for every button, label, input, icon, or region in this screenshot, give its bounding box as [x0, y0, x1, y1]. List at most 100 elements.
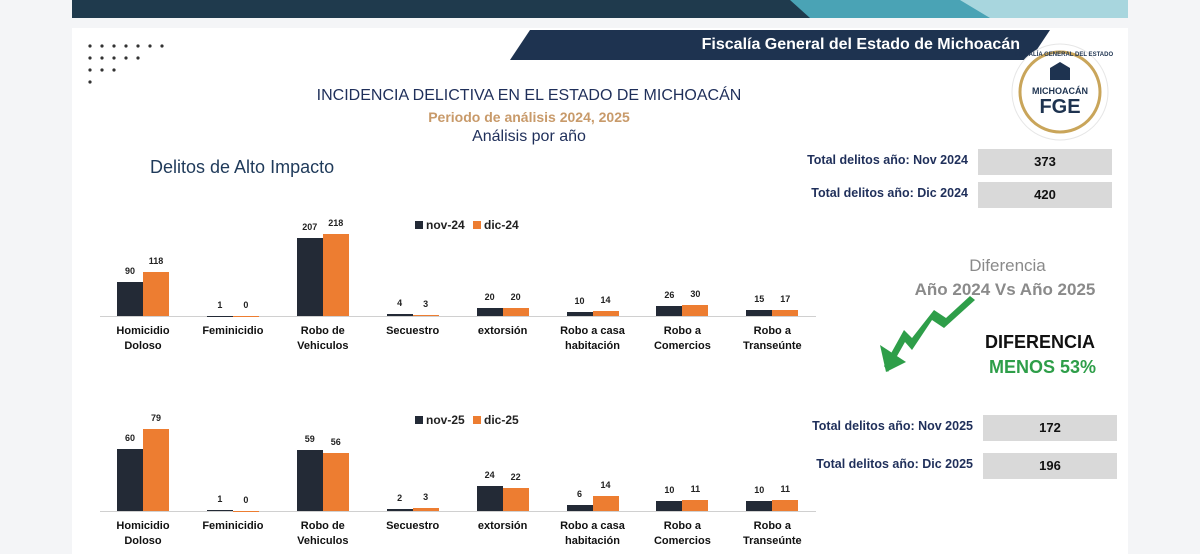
bar — [386, 508, 413, 511]
x-tick-label: Robo a casa habitación — [560, 520, 625, 547]
value-label: 3 — [423, 491, 429, 502]
bar — [412, 507, 439, 511]
total-value: 196 — [983, 453, 1117, 479]
bar — [682, 304, 709, 316]
axis-line — [100, 316, 816, 317]
period: Periodo de análisis 2024, 2025 — [428, 109, 630, 125]
value-label: 26 — [664, 290, 675, 301]
bar — [117, 282, 143, 316]
value-label: 30 — [690, 288, 701, 299]
bar — [566, 312, 593, 316]
logo-ring: FISCALÍA GENERAL DEL ESTADO — [1015, 52, 1114, 58]
x-tick-label: Robo a Comercios — [653, 520, 711, 547]
value-label: 79 — [150, 413, 161, 423]
bar — [772, 309, 799, 316]
bar — [206, 315, 233, 317]
bar — [592, 496, 619, 511]
legend-label: dic-25 — [484, 413, 519, 427]
value-label: 1 — [217, 299, 223, 310]
bar — [386, 314, 413, 316]
legend-swatch — [473, 416, 481, 424]
x-tick-label: Secuestro — [386, 325, 440, 337]
logo-state: MICHOACÁN — [1032, 86, 1088, 96]
value-label: 14 — [600, 480, 611, 491]
value-label: 24 — [484, 470, 495, 481]
total-value: 420 — [978, 182, 1112, 208]
value-label: 14 — [600, 294, 611, 305]
value-label: 1 — [217, 493, 223, 504]
value-label: 2 — [397, 492, 403, 503]
bar — [746, 310, 773, 316]
legend-swatch — [473, 221, 481, 229]
legend-label: nov-24 — [426, 218, 465, 232]
value-label: 11 — [690, 483, 701, 494]
value-label: 90 — [124, 266, 135, 277]
total-label: Total delitos año: Nov 2025 — [812, 419, 973, 433]
value-label: 17 — [780, 293, 791, 304]
value-label: 11 — [780, 483, 791, 494]
bar — [412, 314, 439, 316]
x-tick-label: Robo a Comercios — [653, 325, 711, 352]
bar — [143, 429, 169, 511]
x-tick-label: Robo a casa habitación — [560, 325, 625, 352]
bar — [296, 449, 323, 511]
x-tick-label: extorsión — [477, 520, 528, 532]
bar — [476, 486, 503, 511]
bar — [232, 511, 259, 512]
total-label: Total delitos año: Dic 2024 — [811, 186, 968, 200]
bar — [656, 306, 683, 316]
x-tick-label: Secuestro — [386, 520, 440, 532]
comparison-title: Diferencia — [969, 256, 1046, 275]
value-label: 218 — [328, 218, 344, 228]
bar — [682, 499, 709, 511]
banner: Fiscalía General del Estado de Michoacán — [701, 36, 1020, 53]
value-label: 3 — [423, 298, 429, 309]
x-tick-label: Robo de Vehiculos — [297, 325, 349, 352]
value-label: 56 — [330, 436, 341, 447]
legend-swatch — [415, 416, 423, 424]
value-label: 207 — [302, 222, 318, 233]
bar — [143, 271, 169, 316]
x-tick-label: Robo a Transeúnte — [742, 520, 802, 547]
subtitle: Análisis por año — [472, 128, 586, 145]
comparison-subtitle: Año 2024 Vs Año 2025 — [914, 280, 1096, 299]
value-label: 10 — [754, 484, 765, 495]
legend-label: nov-25 — [426, 413, 465, 427]
value-label: 10 — [664, 484, 675, 495]
x-tick-label: Robo de Vehiculos — [297, 520, 349, 547]
total-value: 172 — [983, 415, 1117, 441]
value-label: 0 — [243, 495, 249, 505]
bar — [502, 308, 529, 316]
bar — [206, 509, 233, 511]
value-label: 0 — [243, 300, 249, 310]
total-label: Total delitos año: Dic 2025 — [816, 457, 973, 471]
x-tick-label: Feminicidio — [202, 325, 264, 337]
logo-acronym: FGE — [1039, 96, 1081, 118]
bar — [656, 500, 683, 511]
bar — [592, 310, 619, 316]
total-value: 373 — [978, 149, 1112, 175]
bar — [566, 504, 593, 511]
x-tick-label: Homicidio Doloso — [116, 325, 170, 352]
x-tick-label: Feminicidio — [202, 520, 264, 532]
bar — [476, 308, 503, 316]
legend-label: dic-24 — [484, 218, 519, 232]
value-label: 10 — [574, 296, 585, 307]
x-tick-label: Homicidio Doloso — [116, 520, 170, 547]
value-label: 15 — [754, 294, 765, 305]
bar — [117, 448, 143, 511]
total-label: Total delitos año: Nov 2024 — [807, 153, 968, 167]
bar — [296, 238, 323, 316]
value-label: 4 — [397, 298, 403, 309]
value-label: 20 — [510, 292, 521, 303]
bar — [502, 488, 529, 511]
title: INCIDENCIA DELICTIVA EN EL ESTADO DE MIC… — [316, 87, 742, 104]
axis-line — [100, 511, 816, 512]
value-label: 60 — [124, 432, 135, 443]
comparison-label: DIFERENCIA — [984, 332, 1095, 352]
section-title: Delitos de Alto Impacto — [150, 157, 335, 177]
bar — [322, 452, 349, 511]
value-label: 118 — [148, 255, 164, 266]
